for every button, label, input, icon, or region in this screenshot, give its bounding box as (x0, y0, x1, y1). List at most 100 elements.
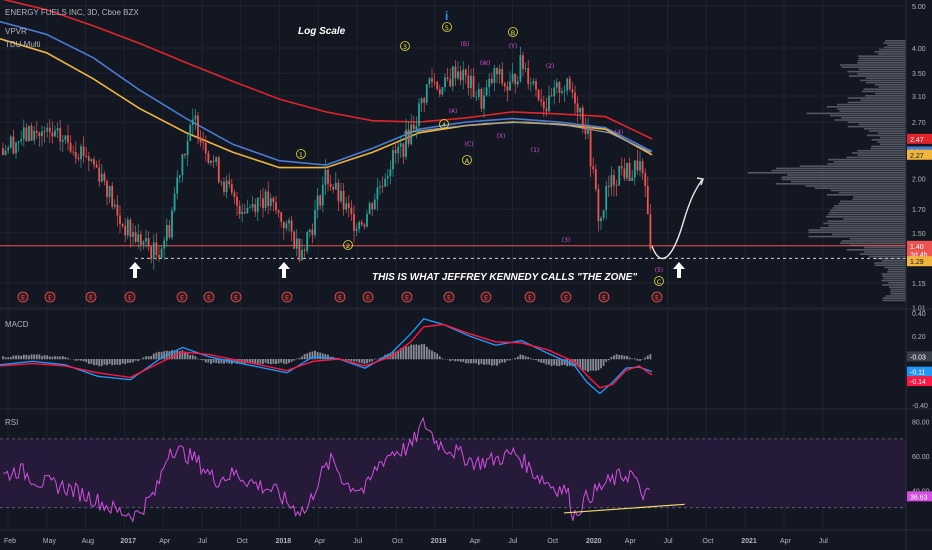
price-pane[interactable]: 1 2 3 4 5 A B (A) (B) (C) (W) (X) (Y) (1) (2) (3) (4) (5)… (0, 0, 906, 303)
macd-histogram-bar (41, 356, 43, 360)
candle-body (295, 238, 298, 249)
candle-body (644, 173, 647, 186)
volume-bar (830, 189, 906, 192)
candle-body (353, 213, 355, 231)
macd-histogram-bar (145, 356, 147, 360)
candle-body (184, 153, 186, 156)
volume-bar (883, 277, 906, 280)
candle-body (631, 177, 634, 181)
candle-body (100, 173, 103, 182)
macd-histogram-bar (467, 359, 470, 364)
candle-body (626, 163, 628, 179)
candle-body (9, 136, 12, 148)
candle-body (420, 98, 423, 104)
candle-body (314, 210, 316, 236)
candle-body (524, 68, 527, 70)
candle-body (38, 132, 41, 137)
symbol-legend[interactable]: ENERGY FUELS INC, 3D, Cboe BZX (5, 8, 139, 17)
vpvr-legend[interactable]: VPVR (5, 27, 27, 36)
volume-bar (775, 183, 906, 185)
candle-body (399, 143, 402, 147)
earnings-marker-icon (362, 291, 374, 303)
time-tick: Oct (392, 538, 403, 545)
volume-bar (826, 106, 906, 108)
macd-histogram-bar (61, 356, 64, 360)
price-tick: 3.10 (912, 94, 926, 101)
candle-body (535, 81, 537, 90)
candle-body (506, 86, 509, 91)
macd-histogram-bar (327, 354, 329, 360)
time-tick: Jul (353, 538, 362, 545)
candle-body (259, 197, 262, 199)
macd-histogram-bar (191, 355, 194, 360)
volume-bar (829, 114, 906, 117)
candle-body (264, 191, 267, 209)
macd-histogram-bar (558, 359, 561, 367)
candle-body (303, 250, 306, 251)
candle-body (267, 191, 270, 207)
volume-bar (882, 275, 906, 277)
macd-title[interactable]: MACD (5, 320, 29, 329)
volume-bar (849, 238, 906, 240)
candle-body (610, 175, 613, 187)
volume-bar (874, 262, 906, 264)
tdu-legend[interactable]: TDU Multi (5, 40, 41, 49)
macd-histogram-bar (249, 359, 251, 364)
time-tick: Jul (819, 538, 828, 545)
candle-body (98, 167, 101, 182)
macd-histogram-bar (272, 359, 275, 364)
volume-bar (833, 161, 906, 163)
macd-histogram-bar (210, 359, 212, 364)
volume-bar (860, 79, 906, 82)
macd-histogram-bar (282, 359, 285, 364)
candle-body (418, 103, 420, 126)
volume-bar (864, 246, 906, 249)
candle-body (529, 83, 532, 85)
candle-body (472, 76, 475, 98)
time-tick: 2017 (120, 538, 136, 545)
rsi-pane[interactable] (0, 416, 906, 523)
macd-histogram-bar (355, 359, 358, 362)
volume-bar (864, 128, 906, 130)
volume-bar (879, 143, 906, 145)
macd-histogram-bar (269, 359, 272, 365)
macd-histogram-bar (17, 355, 20, 360)
macd-histogram-bar (124, 359, 127, 365)
candle-body (4, 150, 7, 155)
candle-body (228, 180, 231, 185)
volume-bar (851, 152, 906, 154)
macd-histogram-bar (592, 359, 595, 371)
macd-pane[interactable] (0, 318, 653, 395)
macd-histogram-bar (158, 351, 160, 360)
candle-body (293, 231, 296, 249)
macd-histogram-bar (501, 359, 504, 363)
price-tick: 2.00 (912, 177, 926, 184)
candle-body (113, 204, 116, 207)
candle-body (457, 71, 459, 79)
macd-histogram-bar (181, 350, 184, 360)
earnings-marker-icon (281, 291, 293, 303)
volume-bar (871, 145, 906, 148)
macd-histogram-bar (563, 359, 566, 365)
candle-body (485, 87, 488, 96)
candle-body (423, 98, 426, 103)
price-axis[interactable]: 5.00 4.00 3.50 3.10 2.70 2.00 1.70 1.50 1.15 1.01… (907, 4, 932, 312)
macd-histogram-bar (470, 359, 472, 364)
macd-histogram-bar (389, 353, 392, 360)
macd-histogram-bar (319, 352, 322, 360)
candle-body (74, 152, 77, 158)
candle-body (509, 81, 511, 91)
time-tick: 2018 (276, 538, 292, 545)
volume-bar (837, 108, 906, 110)
wave-label: B (511, 29, 515, 37)
candle-body (462, 69, 465, 81)
time-axis[interactable]: Feb May Aug 2017 Apr Jul Oct 2018 Apr Jul Oct 2019 A… (4, 538, 828, 545)
macd-axis[interactable]: 0.40 0.20 -0.40 -0.03 -0.11 -0.14 (907, 311, 932, 410)
volume-bar (847, 70, 906, 73)
candle-body (407, 129, 410, 145)
candle-body (163, 240, 166, 249)
rsi-title[interactable]: RSI (5, 418, 18, 427)
volume-bar (887, 44, 906, 46)
candle-body (238, 205, 241, 215)
